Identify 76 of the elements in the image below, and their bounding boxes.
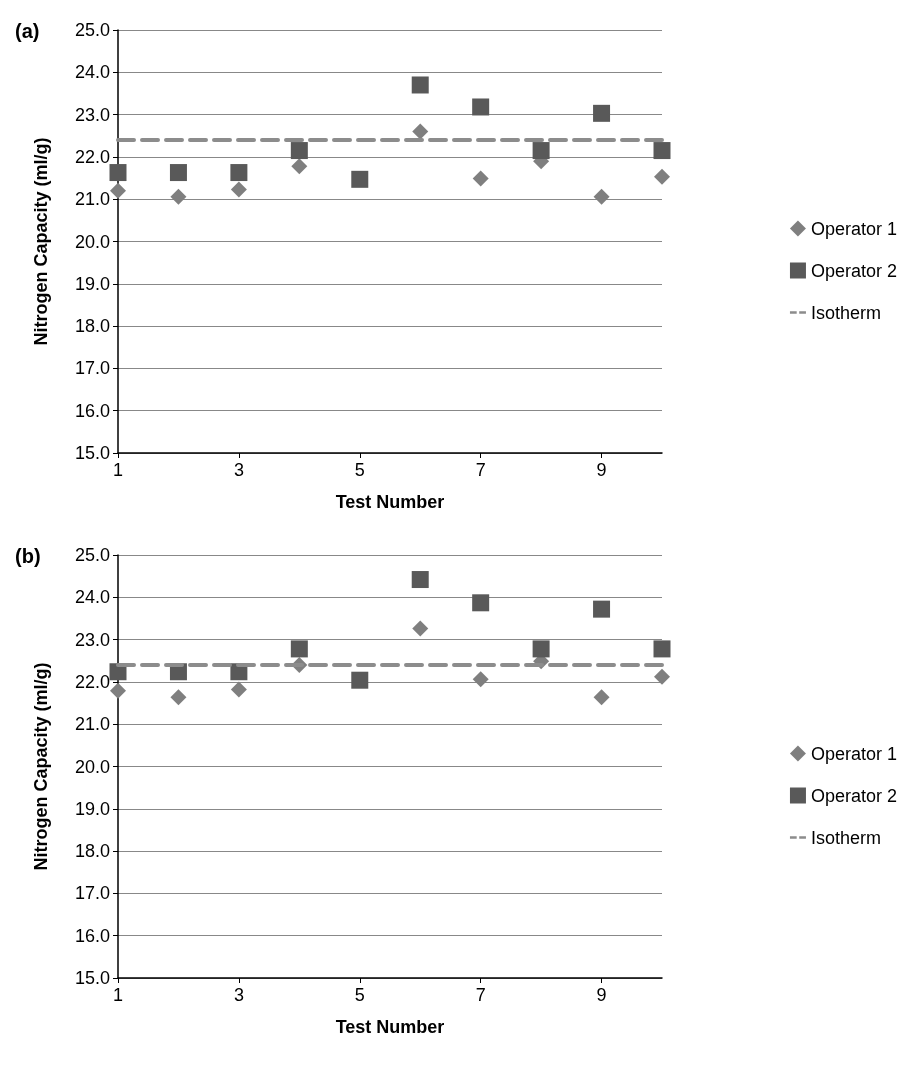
y-tick-label: 25.0 [74, 20, 110, 40]
point [593, 689, 610, 706]
x-axis-title: Test Number [335, 1017, 445, 1037]
y-tick-label: 24.0 [74, 62, 110, 83]
point [593, 188, 610, 205]
y-tick-label: 18.0 [74, 841, 110, 862]
chart-title: (a) [15, 20, 40, 42]
y-tick-label: 17.0 [74, 358, 110, 379]
y-tick-label: 21.0 [74, 714, 110, 735]
point [170, 689, 187, 706]
point [472, 98, 490, 116]
x-tick-label: 3 [233, 985, 244, 1005]
point [110, 182, 126, 199]
point [411, 76, 429, 94]
point [230, 181, 247, 198]
y-tick-label: 17.0 [74, 883, 110, 904]
y-tick-label: 22.0 [74, 671, 110, 692]
point [110, 682, 126, 699]
legend-label: Isotherm [810, 827, 881, 848]
point [230, 681, 247, 698]
point [593, 104, 611, 122]
x-tick-label: 1 [112, 985, 124, 1005]
x-tick-label: 5 [354, 985, 365, 1005]
x-tick-label: 3 [233, 460, 244, 480]
y-tick-label: 21.0 [74, 189, 110, 210]
point [472, 594, 490, 612]
point [170, 188, 187, 205]
y-tick-label: 19.0 [74, 798, 110, 819]
point [653, 640, 671, 658]
x-axis-title: Test Number [335, 492, 445, 512]
point [290, 142, 308, 160]
y-tick-label: 24.0 [74, 587, 110, 608]
point [351, 671, 369, 689]
point [291, 158, 308, 175]
x-tick-label: 7 [475, 460, 486, 480]
point [654, 668, 670, 685]
legend-label: Operator 2 [810, 260, 897, 281]
y-tick-label: 15.0 [74, 968, 110, 988]
x-tick-label: 7 [475, 985, 486, 1005]
point [411, 571, 429, 589]
point [412, 620, 429, 637]
y-tick-label: 22.0 [74, 146, 110, 167]
y-tick-label: 16.0 [74, 400, 110, 421]
point [472, 170, 489, 187]
chart-title: (b) [15, 545, 41, 567]
y-tick-label: 20.0 [74, 756, 110, 777]
legend-label: Operator 2 [810, 785, 897, 806]
y-axis-title: Nitrogen Capacity (ml/g) [31, 662, 51, 871]
point [169, 164, 187, 182]
y-tick-label: 23.0 [74, 104, 110, 125]
legend-label: Isotherm [810, 302, 881, 323]
y-tick-label: 23.0 [74, 629, 110, 650]
x-tick-label: 9 [596, 985, 607, 1005]
x-tick-label: 1 [112, 460, 124, 480]
x-tick-label: 5 [354, 460, 365, 480]
y-tick-label: 20.0 [74, 231, 110, 252]
point [412, 123, 429, 140]
legend-label: Operator 1 [810, 218, 897, 239]
y-tick-label: 15.0 [74, 443, 110, 463]
point [472, 671, 489, 688]
y-tick-label: 25.0 [74, 545, 110, 565]
y-tick-label: 19.0 [74, 273, 110, 294]
point [230, 164, 248, 182]
point [593, 600, 611, 618]
point [351, 170, 369, 188]
y-axis-title: Nitrogen Capacity (ml/g) [31, 137, 51, 346]
y-tick-label: 16.0 [74, 925, 110, 946]
point [109, 164, 127, 182]
y-tick-label: 18.0 [74, 316, 110, 337]
point [654, 168, 670, 185]
point [532, 142, 550, 160]
legend-label: Operator 1 [810, 743, 897, 764]
point [653, 142, 671, 160]
x-tick-label: 9 [596, 460, 607, 480]
point [290, 640, 308, 658]
point [532, 640, 550, 658]
